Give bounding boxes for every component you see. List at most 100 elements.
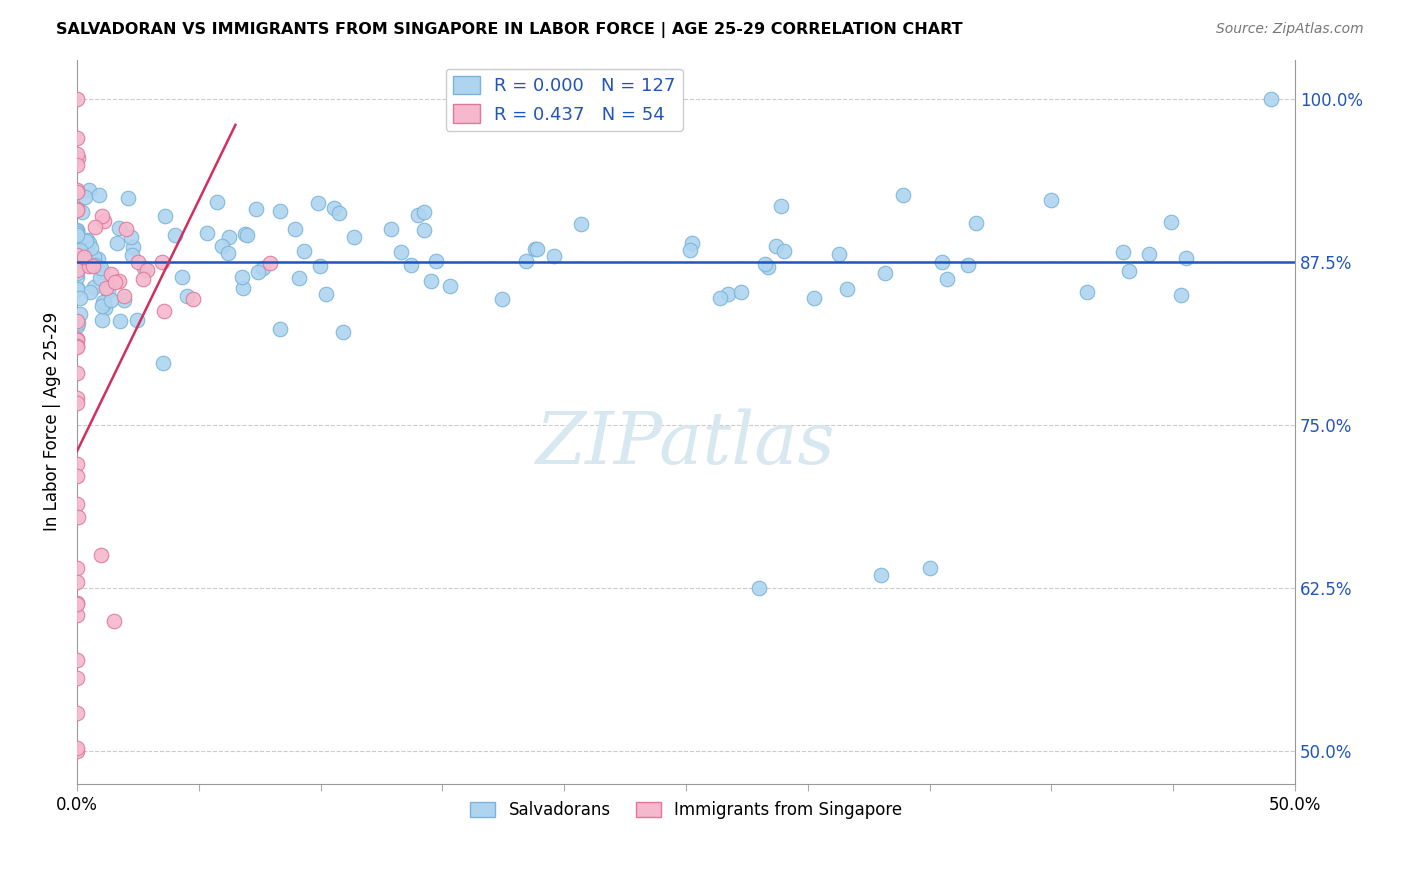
Point [122, 240, 145, 254]
Point [837, 282, 859, 296]
Point [72, 205, 94, 219]
Point [408, 208, 430, 222]
Legend: Salvadorans, Immigrants from Singapore: Salvadorans, Immigrants from Singapore [464, 795, 908, 826]
Point [419, 274, 441, 288]
Point [150, 255, 173, 269]
Point [803, 291, 825, 305]
Point [66, 158, 89, 172]
Point [66, 741, 89, 756]
Point [918, 561, 941, 575]
Point [80, 241, 103, 255]
Point [66, 596, 89, 610]
Point [205, 195, 228, 210]
Point [176, 289, 198, 303]
Point [117, 191, 139, 205]
Point [125, 313, 148, 327]
Point [66, 186, 89, 200]
Point [66, 202, 89, 217]
Point [195, 226, 218, 240]
Point [104, 275, 127, 289]
Point [1137, 246, 1160, 260]
Point [870, 568, 893, 582]
Point [132, 272, 155, 286]
Point [87, 252, 110, 267]
Point [328, 206, 350, 220]
Point [1112, 244, 1135, 259]
Point [97, 284, 120, 298]
Point [66, 147, 89, 161]
Point [284, 222, 307, 236]
Point [756, 260, 779, 275]
Point [526, 242, 548, 256]
Point [754, 257, 776, 271]
Point [91, 313, 114, 327]
Point [66, 574, 89, 589]
Point [66, 247, 89, 261]
Point [389, 245, 412, 260]
Point [66, 597, 89, 611]
Point [152, 304, 174, 318]
Point [112, 289, 135, 303]
Point [524, 242, 547, 256]
Point [66, 243, 89, 257]
Point [66, 706, 89, 721]
Point [77, 235, 100, 250]
Point [153, 209, 176, 223]
Point [217, 245, 239, 260]
Point [965, 216, 987, 230]
Point [121, 248, 143, 262]
Point [66, 340, 89, 354]
Point [66, 332, 89, 346]
Point [76, 233, 98, 247]
Point [259, 255, 281, 269]
Point [66, 744, 89, 758]
Point [69, 244, 91, 258]
Y-axis label: In Labor Force | Age 25-29: In Labor Force | Age 25-29 [44, 312, 60, 532]
Point [66, 316, 89, 330]
Point [66, 281, 89, 295]
Point [75, 190, 97, 204]
Point [66, 561, 89, 575]
Point [170, 269, 193, 284]
Text: ZIPatlas: ZIPatlas [536, 409, 837, 479]
Point [93, 296, 115, 310]
Point [89, 270, 111, 285]
Point [93, 213, 115, 227]
Point [90, 260, 112, 275]
Point [66, 269, 89, 284]
Point [307, 196, 329, 211]
Point [103, 614, 125, 628]
Point [79, 285, 101, 299]
Point [108, 274, 131, 288]
Point [515, 254, 537, 268]
Point [66, 226, 89, 240]
Point [87, 188, 110, 202]
Point [288, 271, 311, 285]
Point [439, 279, 461, 293]
Point [769, 198, 792, 212]
Point [84, 220, 107, 235]
Text: Source: ZipAtlas.com: Source: ZipAtlas.com [1216, 22, 1364, 37]
Point [66, 313, 89, 327]
Point [931, 255, 953, 269]
Point [569, 217, 592, 231]
Point [425, 253, 447, 268]
Point [66, 202, 89, 217]
Point [83, 258, 105, 272]
Point [91, 209, 114, 223]
Point [252, 260, 274, 275]
Point [308, 259, 330, 273]
Point [679, 243, 702, 257]
Point [66, 469, 89, 483]
Point [717, 287, 740, 301]
Point [231, 269, 253, 284]
Point [893, 188, 915, 202]
Point [66, 244, 89, 259]
Point [100, 293, 122, 308]
Point [211, 239, 233, 253]
Point [413, 204, 436, 219]
Point [77, 183, 100, 197]
Point [114, 222, 136, 236]
Point [245, 202, 267, 216]
Point [66, 92, 89, 106]
